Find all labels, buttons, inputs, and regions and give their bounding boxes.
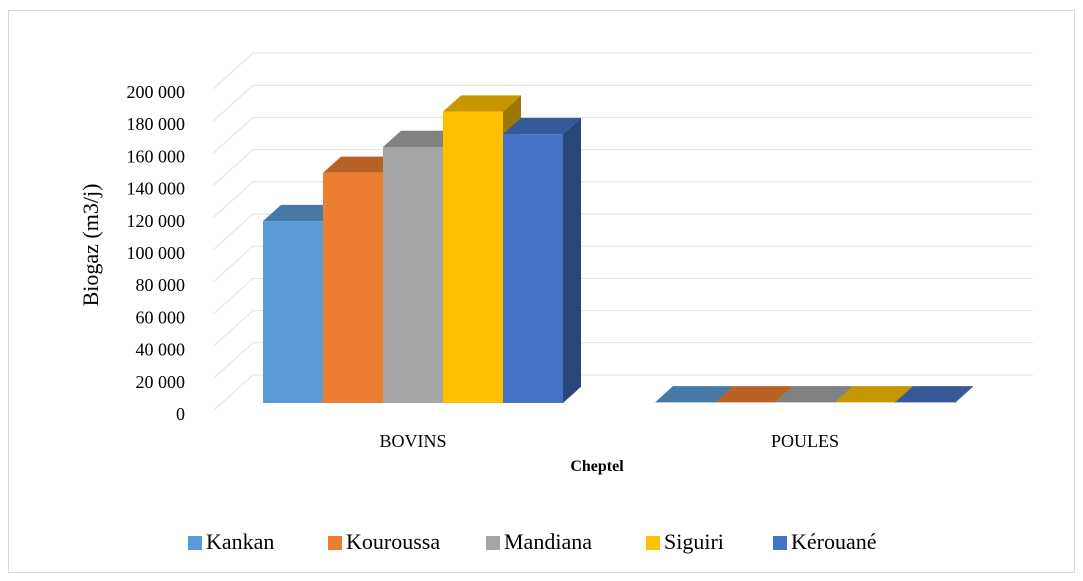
bar-kérouané-bovins: [503, 117, 581, 404]
x-category-label: POULES: [771, 431, 839, 451]
gridline-diagonal: [212, 374, 254, 412]
legend-label: Kérouané: [791, 529, 877, 554]
bars: [263, 95, 973, 404]
bar-top: [895, 386, 973, 403]
gridline-diagonal: [212, 181, 254, 219]
gridline-diagonal: [212, 245, 254, 283]
legend-swatch: [486, 536, 500, 550]
y-axis-title: Biogaz (m3/j): [78, 184, 103, 307]
bar-front: [503, 134, 563, 403]
category-labels: BOVINS POULES: [379, 431, 839, 451]
x-category-label: BOVINS: [379, 431, 446, 451]
y-tick-label: 40 000: [136, 340, 186, 360]
gridline-diagonal: [212, 117, 254, 154]
bar-top: [775, 386, 853, 403]
bar-side: [563, 117, 581, 404]
gridline-diagonal: [212, 84, 254, 122]
gridline-diagonal: [212, 149, 254, 186]
legend-label: Siguiri: [664, 529, 724, 554]
legend-item-kérouané: Kérouané: [773, 529, 877, 554]
bar-side: [955, 386, 973, 403]
y-tick-label: 80 000: [136, 275, 186, 295]
bar-top: [383, 130, 461, 148]
y-tick-label: 200 000: [127, 82, 186, 102]
y-tick-label: 140 000: [127, 179, 186, 199]
legend-swatch: [328, 536, 342, 550]
bar-top: [443, 95, 521, 112]
legend-label: Kankan: [206, 529, 274, 554]
legend: Kankan Kouroussa Mandiana Siguiri Kérouané: [188, 529, 877, 554]
bar-top: [835, 386, 913, 403]
y-tick-label: 60 000: [136, 307, 186, 327]
legend-label: Kouroussa: [346, 529, 440, 554]
bar-top: [323, 156, 401, 173]
y-tick-labels: 0 20 000 40 000 60 000 80 000 100 000 120 000 1…: [127, 82, 186, 424]
bar-front: [263, 221, 323, 403]
bar-front: [443, 111, 503, 403]
bar-top: [503, 117, 581, 135]
gridline-diagonal: [212, 52, 254, 90]
gridline-diagonal: [212, 278, 254, 315]
y-tick-label: 20 000: [136, 372, 186, 392]
legend-item-kankan: Kankan: [188, 529, 274, 554]
bar-top: [715, 386, 793, 403]
bar-top: [263, 204, 341, 222]
legend-label: Mandiana: [504, 529, 592, 554]
legend-swatch: [773, 536, 787, 550]
gridline-diagonal: [212, 213, 254, 251]
legend-item-kouroussa: Kouroussa: [328, 529, 440, 554]
y-tick-label: 120 000: [127, 211, 186, 231]
bar-kérouané-poules: [895, 386, 973, 403]
gridline-diagonal: [212, 310, 254, 347]
y-tick-label: 100 000: [127, 243, 186, 263]
bar-front: [383, 147, 443, 403]
y-tick-label: 180 000: [127, 114, 186, 134]
bar-top: [655, 386, 733, 403]
bar-front: [323, 172, 383, 403]
y-tick-label: 160 000: [127, 146, 186, 166]
legend-swatch: [646, 536, 660, 550]
legend-swatch: [188, 536, 202, 550]
legend-item-siguiri: Siguiri: [646, 529, 724, 554]
gridline-diagonal: [212, 342, 254, 380]
y-tick-label: 0: [176, 404, 185, 424]
x-axis-title: Cheptel: [570, 458, 624, 475]
legend-item-mandiana: Mandiana: [486, 529, 592, 554]
